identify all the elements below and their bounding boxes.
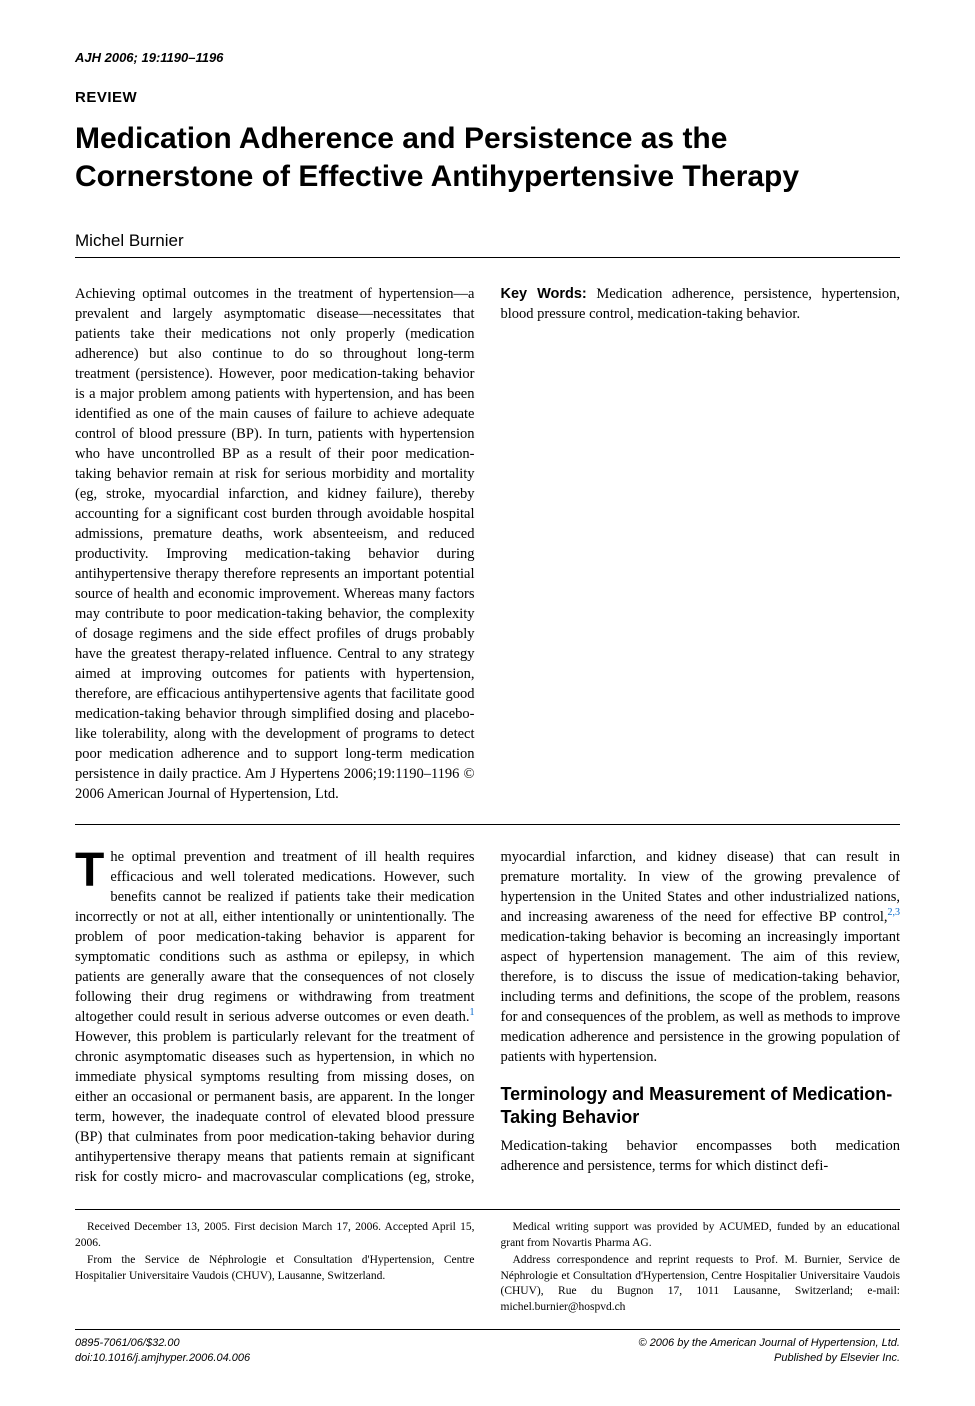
footer-doi: doi:10.1016/j.amjhyper.2006.04.006 xyxy=(75,1351,250,1366)
footnote-received: Received December 13, 2005. First decisi… xyxy=(75,1220,475,1251)
abstract-block: Achieving optimal outcomes in the treatm… xyxy=(75,284,900,804)
journal-header: AJH 2006; 19:1190–1196 xyxy=(75,50,900,65)
footer-right: © 2006 by the American Journal of Hypert… xyxy=(639,1336,900,1366)
footnote-affiliation: From the Service de Néphrologie et Consu… xyxy=(75,1253,475,1284)
body-paragraph-1a: he optimal prevention and treatment of i… xyxy=(75,849,475,1025)
reference-link-2-3[interactable]: 2,3 xyxy=(888,907,901,918)
footnote-correspondence: Address correspondence and reprint reque… xyxy=(501,1253,901,1315)
body-text: The optimal prevention and treatment of … xyxy=(75,847,900,1187)
page-footer: 0895-7061/06/$32.00 doi:10.1016/j.amjhyp… xyxy=(75,1336,900,1366)
footer-copyright: © 2006 by the American Journal of Hypert… xyxy=(639,1336,900,1351)
keywords-label: Key Words: xyxy=(501,286,587,302)
author-rule xyxy=(75,257,900,258)
footer-publisher: Published by Elsevier Inc. xyxy=(639,1351,900,1366)
dropcap: T xyxy=(75,847,110,892)
article-title: Medication Adherence and Persistence as … xyxy=(75,120,900,195)
review-label: REVIEW xyxy=(75,89,900,106)
body-rule xyxy=(75,824,900,825)
footnotes-rule xyxy=(75,1209,900,1210)
body-paragraph-1c: medication-taking behavior is becoming a… xyxy=(501,929,901,1065)
footer-issn-price: 0895-7061/06/$32.00 xyxy=(75,1336,250,1351)
footnotes-block: Received December 13, 2005. First decisi… xyxy=(75,1220,900,1315)
body-paragraph-2: Medication-taking behavior encompasses b… xyxy=(501,1138,901,1174)
abstract-text: Achieving optimal outcomes in the treatm… xyxy=(75,286,475,802)
reference-link-1[interactable]: 1 xyxy=(470,1007,475,1018)
section-heading-terminology: Terminology and Measurement of Medicatio… xyxy=(501,1083,901,1128)
footnote-support: Medical writing support was provided by … xyxy=(501,1220,901,1251)
footer-rule xyxy=(75,1329,900,1330)
author-name: Michel Burnier xyxy=(75,231,900,251)
footer-left: 0895-7061/06/$32.00 doi:10.1016/j.amjhyp… xyxy=(75,1336,250,1366)
